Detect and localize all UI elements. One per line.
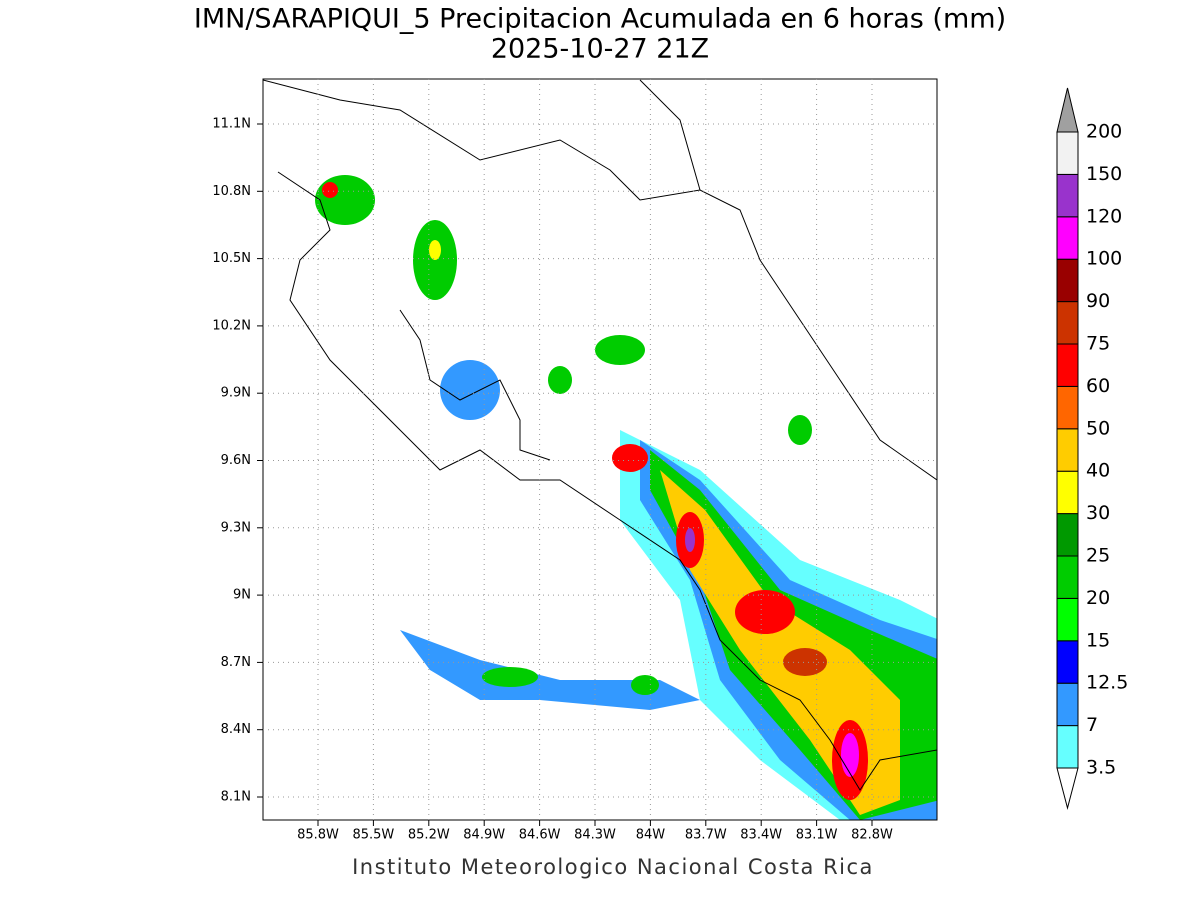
colorbar-label: 7 xyxy=(1086,714,1098,736)
coastline xyxy=(263,79,937,791)
colorbar-label: 90 xyxy=(1086,290,1110,312)
colorbar-label: 100 xyxy=(1086,248,1122,270)
colorbar-label: 3.5 xyxy=(1086,757,1116,779)
colorbar-bin xyxy=(1056,597,1079,642)
colorbar-bin xyxy=(1056,131,1079,175)
colorbar-label: 60 xyxy=(1086,375,1110,397)
footer: Instituto Meteorologico Nacional Costa R… xyxy=(352,855,874,879)
x-tick-label: 83.7W xyxy=(685,828,727,843)
y-tick-label: 10.5N xyxy=(212,251,251,266)
colorbar-bin xyxy=(1056,682,1079,727)
colorbar-bin xyxy=(1056,470,1079,515)
y-tick-label: 9N xyxy=(233,588,251,603)
y-tick-label: 10.8N xyxy=(212,184,251,199)
colorbar-bin xyxy=(1056,301,1079,345)
x-tick-label: 84.9W xyxy=(463,828,505,843)
colorbar-bin xyxy=(1056,725,1079,769)
subtitle: 2025-10-27 21Z xyxy=(491,34,709,65)
colorbar-label: 25 xyxy=(1086,545,1110,567)
colorbar-label: 200 xyxy=(1086,121,1122,143)
x-tick-label: 84.6W xyxy=(519,828,561,843)
x-tick-label: 83.1W xyxy=(796,828,838,843)
colorbar-bin xyxy=(1056,428,1079,472)
colorbar-bin xyxy=(1056,343,1079,387)
x-tick-label: 85.8W xyxy=(297,828,339,843)
colorbar-label: 12.5 xyxy=(1086,672,1128,694)
colorbar-bin xyxy=(1056,173,1079,218)
y-tick-label: 10.2N xyxy=(212,318,251,333)
colorbar-label: 120 xyxy=(1086,205,1122,227)
precipitation-field xyxy=(315,175,937,820)
map-frame xyxy=(262,78,938,821)
colorbar-label: 75 xyxy=(1086,333,1110,355)
colorbar-bin xyxy=(1056,640,1079,684)
y-tick-label: 11.1N xyxy=(212,117,251,132)
colorbar-label: 20 xyxy=(1086,587,1110,609)
x-tick-label: 84W xyxy=(636,828,666,843)
colorbar-top xyxy=(1056,87,1079,133)
y-tick-label: 9.3N xyxy=(221,520,251,535)
colorbar-bin xyxy=(1056,513,1079,557)
colorbar-bin xyxy=(1056,258,1079,303)
colorbar-bottom xyxy=(1056,767,1079,810)
colorbar-bin xyxy=(1056,385,1079,430)
y-tick-label: 8.4N xyxy=(221,722,251,737)
colorbar-label: 50 xyxy=(1086,417,1110,439)
y-tick-label: 8.7N xyxy=(221,655,251,670)
title: IMN/SARAPIQUI_5 Precipitacion Acumulada … xyxy=(194,4,1006,35)
y-tick-label: 9.9N xyxy=(221,386,251,401)
y-tick-label: 8.1N xyxy=(221,790,251,805)
x-tick-label: 82.8W xyxy=(851,828,893,843)
colorbar-label: 40 xyxy=(1086,460,1110,482)
x-tick-label: 85.2W xyxy=(408,828,450,843)
colorbar-label: 15 xyxy=(1086,629,1110,651)
y-tick-label: 9.6N xyxy=(221,453,251,468)
colorbar-bin xyxy=(1056,216,1079,260)
colorbar-label: 150 xyxy=(1086,163,1122,185)
x-tick-label: 84.3W xyxy=(574,828,616,843)
x-tick-label: 83.4W xyxy=(740,828,782,843)
colorbar-bin xyxy=(1056,555,1079,599)
x-tick-label: 85.5W xyxy=(352,828,394,843)
colorbar-label: 30 xyxy=(1086,502,1110,524)
